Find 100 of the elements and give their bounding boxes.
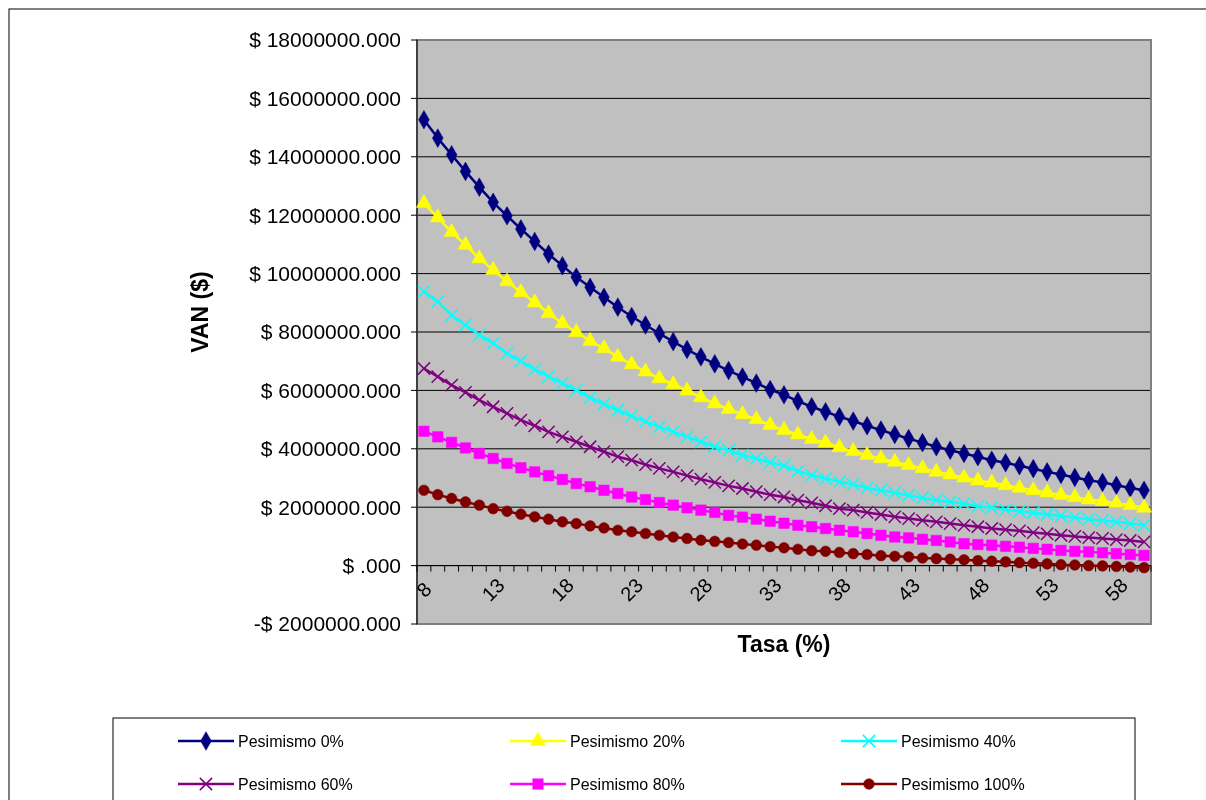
x-tick-label: 53 [1031,573,1063,606]
point [1069,559,1081,571]
legend-label: Pesimismo 0% [238,732,344,750]
point [707,475,722,490]
point [804,468,819,482]
point [986,555,998,567]
point [570,478,582,490]
point [681,532,693,545]
point [473,499,485,511]
x-tick-label: 33 [754,573,786,606]
point [1000,540,1012,552]
point [792,543,804,555]
x-tick-label: 18 [546,573,579,606]
point [416,194,432,208]
point [999,556,1012,568]
point [777,458,791,473]
point [640,494,651,506]
point [778,517,790,529]
point [916,552,929,564]
point [556,516,569,528]
point [903,532,915,544]
point [803,430,820,444]
y-tick-label: $ 18000000.000 [249,28,401,52]
x-tick-label: 8 [412,577,436,602]
point [485,261,502,275]
point [1069,545,1081,557]
point [762,416,778,430]
point [471,249,488,264]
point [626,491,638,503]
x-tick-label: 38 [823,573,856,606]
point [653,529,665,541]
point [500,406,514,421]
point [930,534,942,546]
point [583,390,597,405]
point [667,499,679,511]
point [983,473,1000,488]
point [598,522,610,534]
point [680,429,694,444]
point [833,546,845,559]
legend-label: Pesimismo 100% [901,775,1025,793]
point [584,481,596,493]
point [459,442,471,454]
point [1041,543,1053,555]
point [542,513,555,525]
point [861,527,873,539]
point [1083,546,1095,558]
y-tick-label: $ .000 [342,553,401,577]
point [817,433,834,448]
point [1096,560,1109,572]
point [568,323,585,337]
point [720,400,737,414]
point [541,369,556,384]
point [972,539,984,551]
point [429,208,446,223]
y-tick-label: $ 14000000.000 [249,145,401,169]
point [430,294,445,309]
point [1013,541,1025,553]
point [626,526,638,538]
point [972,555,984,567]
x-tick-label: 13 [477,573,509,606]
point [527,362,542,377]
point [958,538,970,550]
point [555,376,570,391]
point [790,464,805,479]
y-tick-label: $ 12000000.000 [249,203,401,227]
point [527,418,542,433]
point [513,354,528,369]
point [612,487,624,499]
point [875,550,887,562]
point [472,393,487,407]
point [750,539,762,551]
point [1110,560,1122,573]
point [776,421,792,435]
point [956,468,972,483]
point [833,524,845,536]
point [721,443,736,458]
point [638,414,653,429]
point [513,413,528,428]
point [597,444,611,459]
y-tick-label: $ 6000000.000 [260,378,401,402]
point [944,536,956,548]
point [444,378,459,393]
x-axis-title: Tasa (%) [737,631,831,657]
point [680,468,694,483]
point [609,347,626,362]
point [569,383,584,397]
point [596,339,612,353]
point [763,455,778,470]
point [1055,544,1067,556]
x-tick-label: 23 [616,573,648,606]
point [1055,559,1067,571]
point [597,397,611,412]
point [958,554,970,566]
point [458,318,473,332]
point [610,449,625,464]
point [1083,560,1095,572]
point [706,394,723,409]
point [900,456,917,470]
point [584,520,596,532]
point [861,548,873,561]
